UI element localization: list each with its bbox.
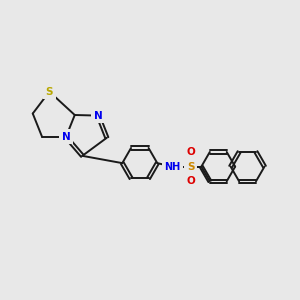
Text: S: S: [187, 162, 194, 172]
Text: S: S: [46, 87, 53, 97]
Text: O: O: [186, 176, 195, 186]
Text: NH: NH: [164, 162, 181, 172]
Text: N: N: [61, 132, 70, 142]
Text: O: O: [186, 147, 195, 157]
Text: N: N: [94, 111, 103, 121]
